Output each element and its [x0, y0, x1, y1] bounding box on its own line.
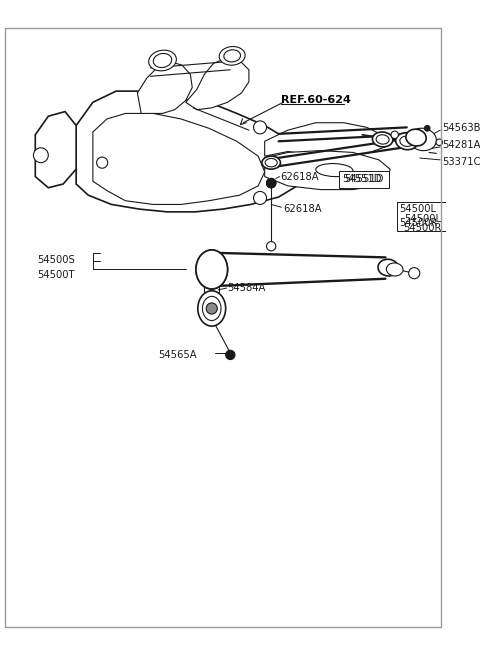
Text: REF.60-624: REF.60-624 [281, 96, 351, 105]
Text: 54584A: 54584A [228, 283, 266, 293]
Circle shape [253, 121, 266, 134]
Ellipse shape [378, 259, 398, 276]
Ellipse shape [316, 164, 353, 177]
Ellipse shape [203, 297, 221, 320]
Polygon shape [137, 62, 192, 113]
Ellipse shape [408, 128, 436, 151]
Text: 54551D: 54551D [344, 174, 384, 184]
Circle shape [34, 148, 48, 162]
Text: 54500L: 54500L [404, 214, 441, 224]
Ellipse shape [196, 250, 228, 289]
Polygon shape [93, 113, 264, 204]
Text: 53371C: 53371C [442, 157, 480, 167]
Ellipse shape [153, 54, 172, 67]
Circle shape [266, 178, 276, 188]
Ellipse shape [265, 159, 277, 167]
Circle shape [206, 303, 217, 314]
Circle shape [391, 131, 398, 138]
Ellipse shape [376, 135, 389, 144]
Ellipse shape [396, 133, 418, 150]
Text: 54500T: 54500T [37, 270, 75, 280]
Ellipse shape [372, 132, 393, 147]
Circle shape [436, 139, 443, 145]
Text: 54500R: 54500R [399, 218, 438, 228]
Ellipse shape [219, 47, 245, 66]
Text: 62618A: 62618A [283, 204, 322, 214]
Circle shape [226, 350, 235, 360]
Text: 54500S: 54500S [37, 255, 75, 265]
Ellipse shape [386, 263, 403, 276]
FancyBboxPatch shape [396, 202, 449, 231]
Circle shape [253, 191, 266, 204]
Ellipse shape [400, 136, 414, 147]
Polygon shape [186, 58, 249, 110]
Text: 54500L: 54500L [399, 204, 436, 214]
Circle shape [266, 178, 276, 188]
Text: 54551D: 54551D [342, 174, 381, 184]
Ellipse shape [198, 291, 226, 326]
Text: 62618A: 62618A [280, 172, 319, 181]
Ellipse shape [196, 250, 228, 289]
Ellipse shape [149, 50, 176, 71]
Text: 54281A: 54281A [442, 140, 480, 150]
FancyBboxPatch shape [339, 171, 389, 188]
Circle shape [266, 178, 276, 188]
Circle shape [96, 157, 108, 168]
Ellipse shape [224, 50, 240, 62]
Circle shape [408, 268, 420, 279]
Polygon shape [264, 122, 385, 156]
Ellipse shape [406, 129, 426, 146]
Text: 54563B: 54563B [442, 123, 480, 133]
Circle shape [424, 126, 430, 131]
Ellipse shape [262, 156, 280, 169]
Polygon shape [264, 151, 390, 189]
Circle shape [266, 242, 276, 251]
Polygon shape [36, 111, 76, 188]
Text: 54500R: 54500R [403, 223, 442, 233]
Text: 54565A: 54565A [158, 350, 196, 360]
Polygon shape [76, 91, 306, 212]
Ellipse shape [202, 257, 222, 282]
